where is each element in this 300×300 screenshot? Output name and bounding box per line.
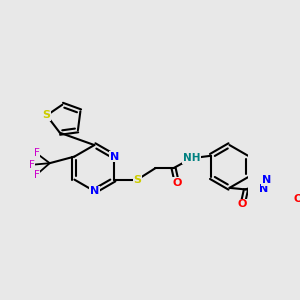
Text: S: S xyxy=(43,110,51,120)
Text: N: N xyxy=(90,186,99,196)
Text: N: N xyxy=(262,176,271,185)
Text: N: N xyxy=(260,184,269,194)
Text: N: N xyxy=(110,152,119,162)
Text: O: O xyxy=(238,199,247,209)
Text: O: O xyxy=(293,194,300,203)
Text: NH: NH xyxy=(183,153,200,163)
Text: F: F xyxy=(29,160,34,170)
Text: F: F xyxy=(34,170,40,180)
Text: S: S xyxy=(134,175,141,184)
Text: O: O xyxy=(172,178,182,188)
Text: F: F xyxy=(34,148,40,158)
